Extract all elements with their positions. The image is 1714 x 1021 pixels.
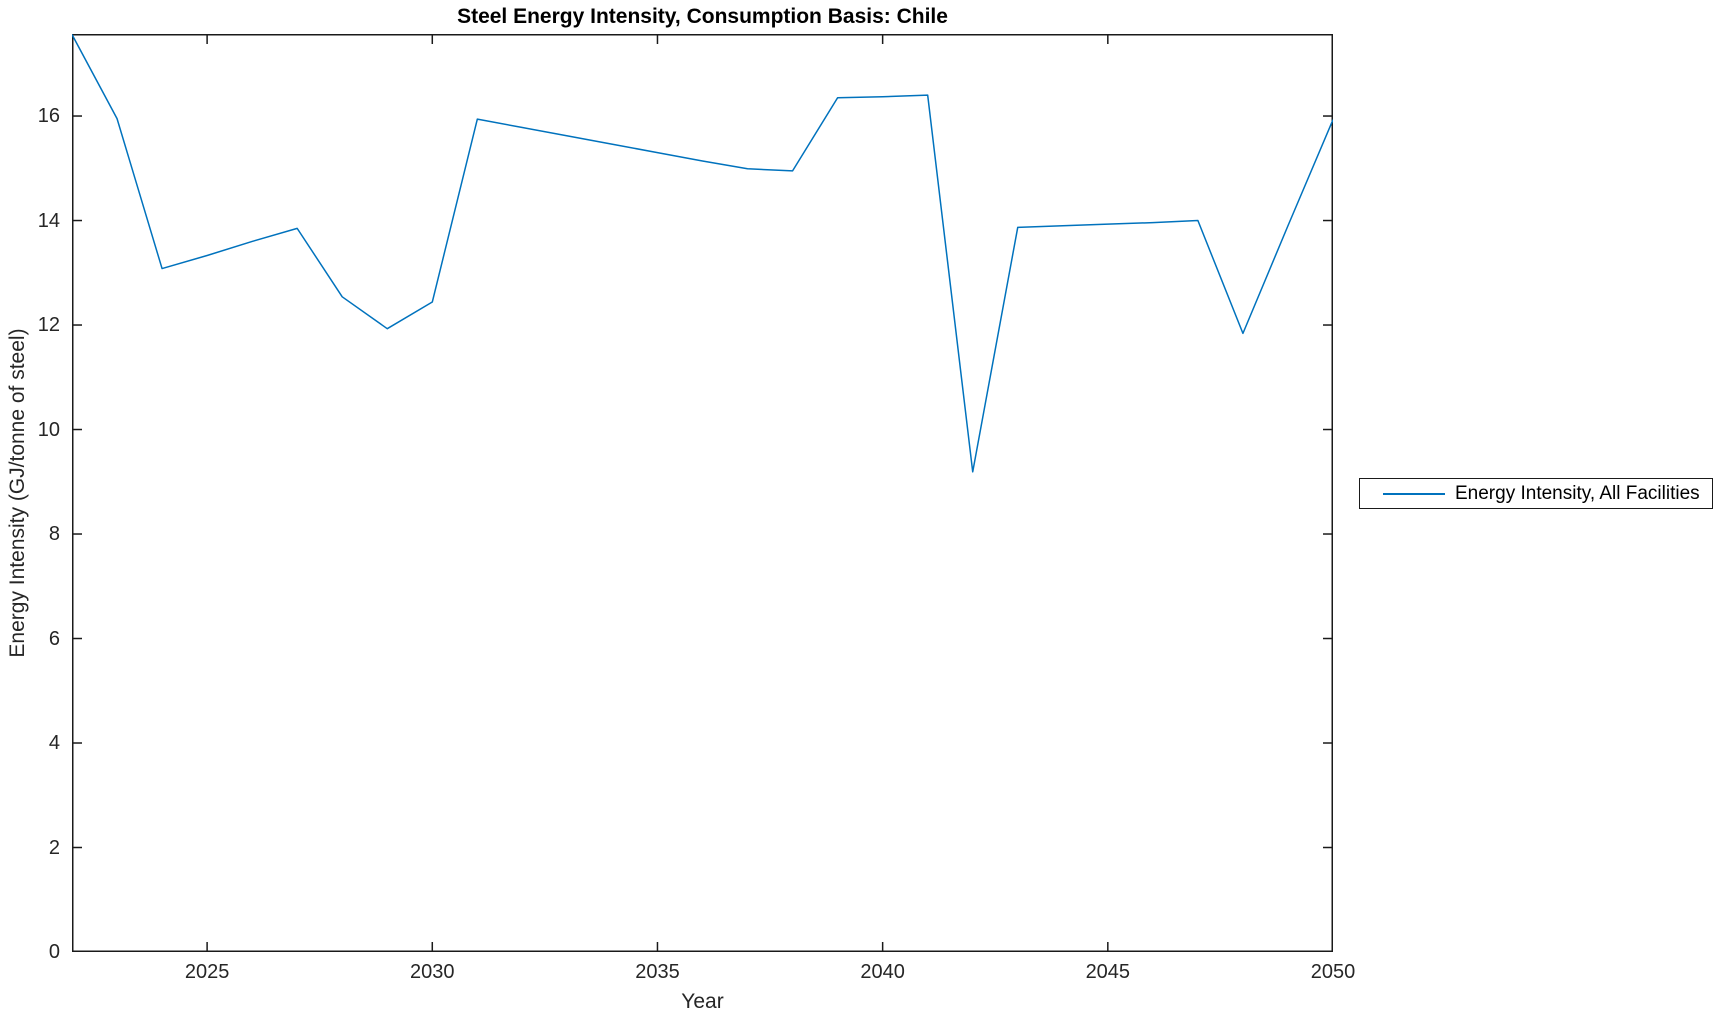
legend-line-sample [1383,492,1445,495]
plot-area [71,34,1334,953]
chart-title: Steel Energy Intensity, Consumption Basi… [457,5,948,28]
y-tick-label: 0 [48,941,60,963]
y-tick-label: 16 [37,105,60,128]
y-axis-label: Energy Intensity (GJ/tonne of steel) [6,328,29,658]
x-tick-label: 2025 [184,961,230,983]
x-axis-label: Year [681,990,724,1013]
y-tick-label: 8 [48,523,60,545]
y-tick-label: 6 [48,627,60,650]
x-tick-label: 2040 [860,961,905,983]
y-tick-label: 14 [37,209,60,232]
x-tick-label: 2050 [1310,961,1356,983]
x-tick-label: 2030 [410,961,455,983]
x-tick-label: 2045 [1085,961,1131,983]
y-tick-label: 4 [48,732,60,754]
x-tick-label: 2035 [635,961,680,983]
legend-label: Energy Intensity, All Facilities [1455,482,1700,504]
legend[interactable]: Energy Intensity, All Facilities [1359,478,1713,509]
y-tick-label: 12 [37,314,60,337]
y-tick-label: 2 [48,836,60,859]
line-chart [71,34,1334,953]
y-tick-label: 10 [37,418,60,441]
